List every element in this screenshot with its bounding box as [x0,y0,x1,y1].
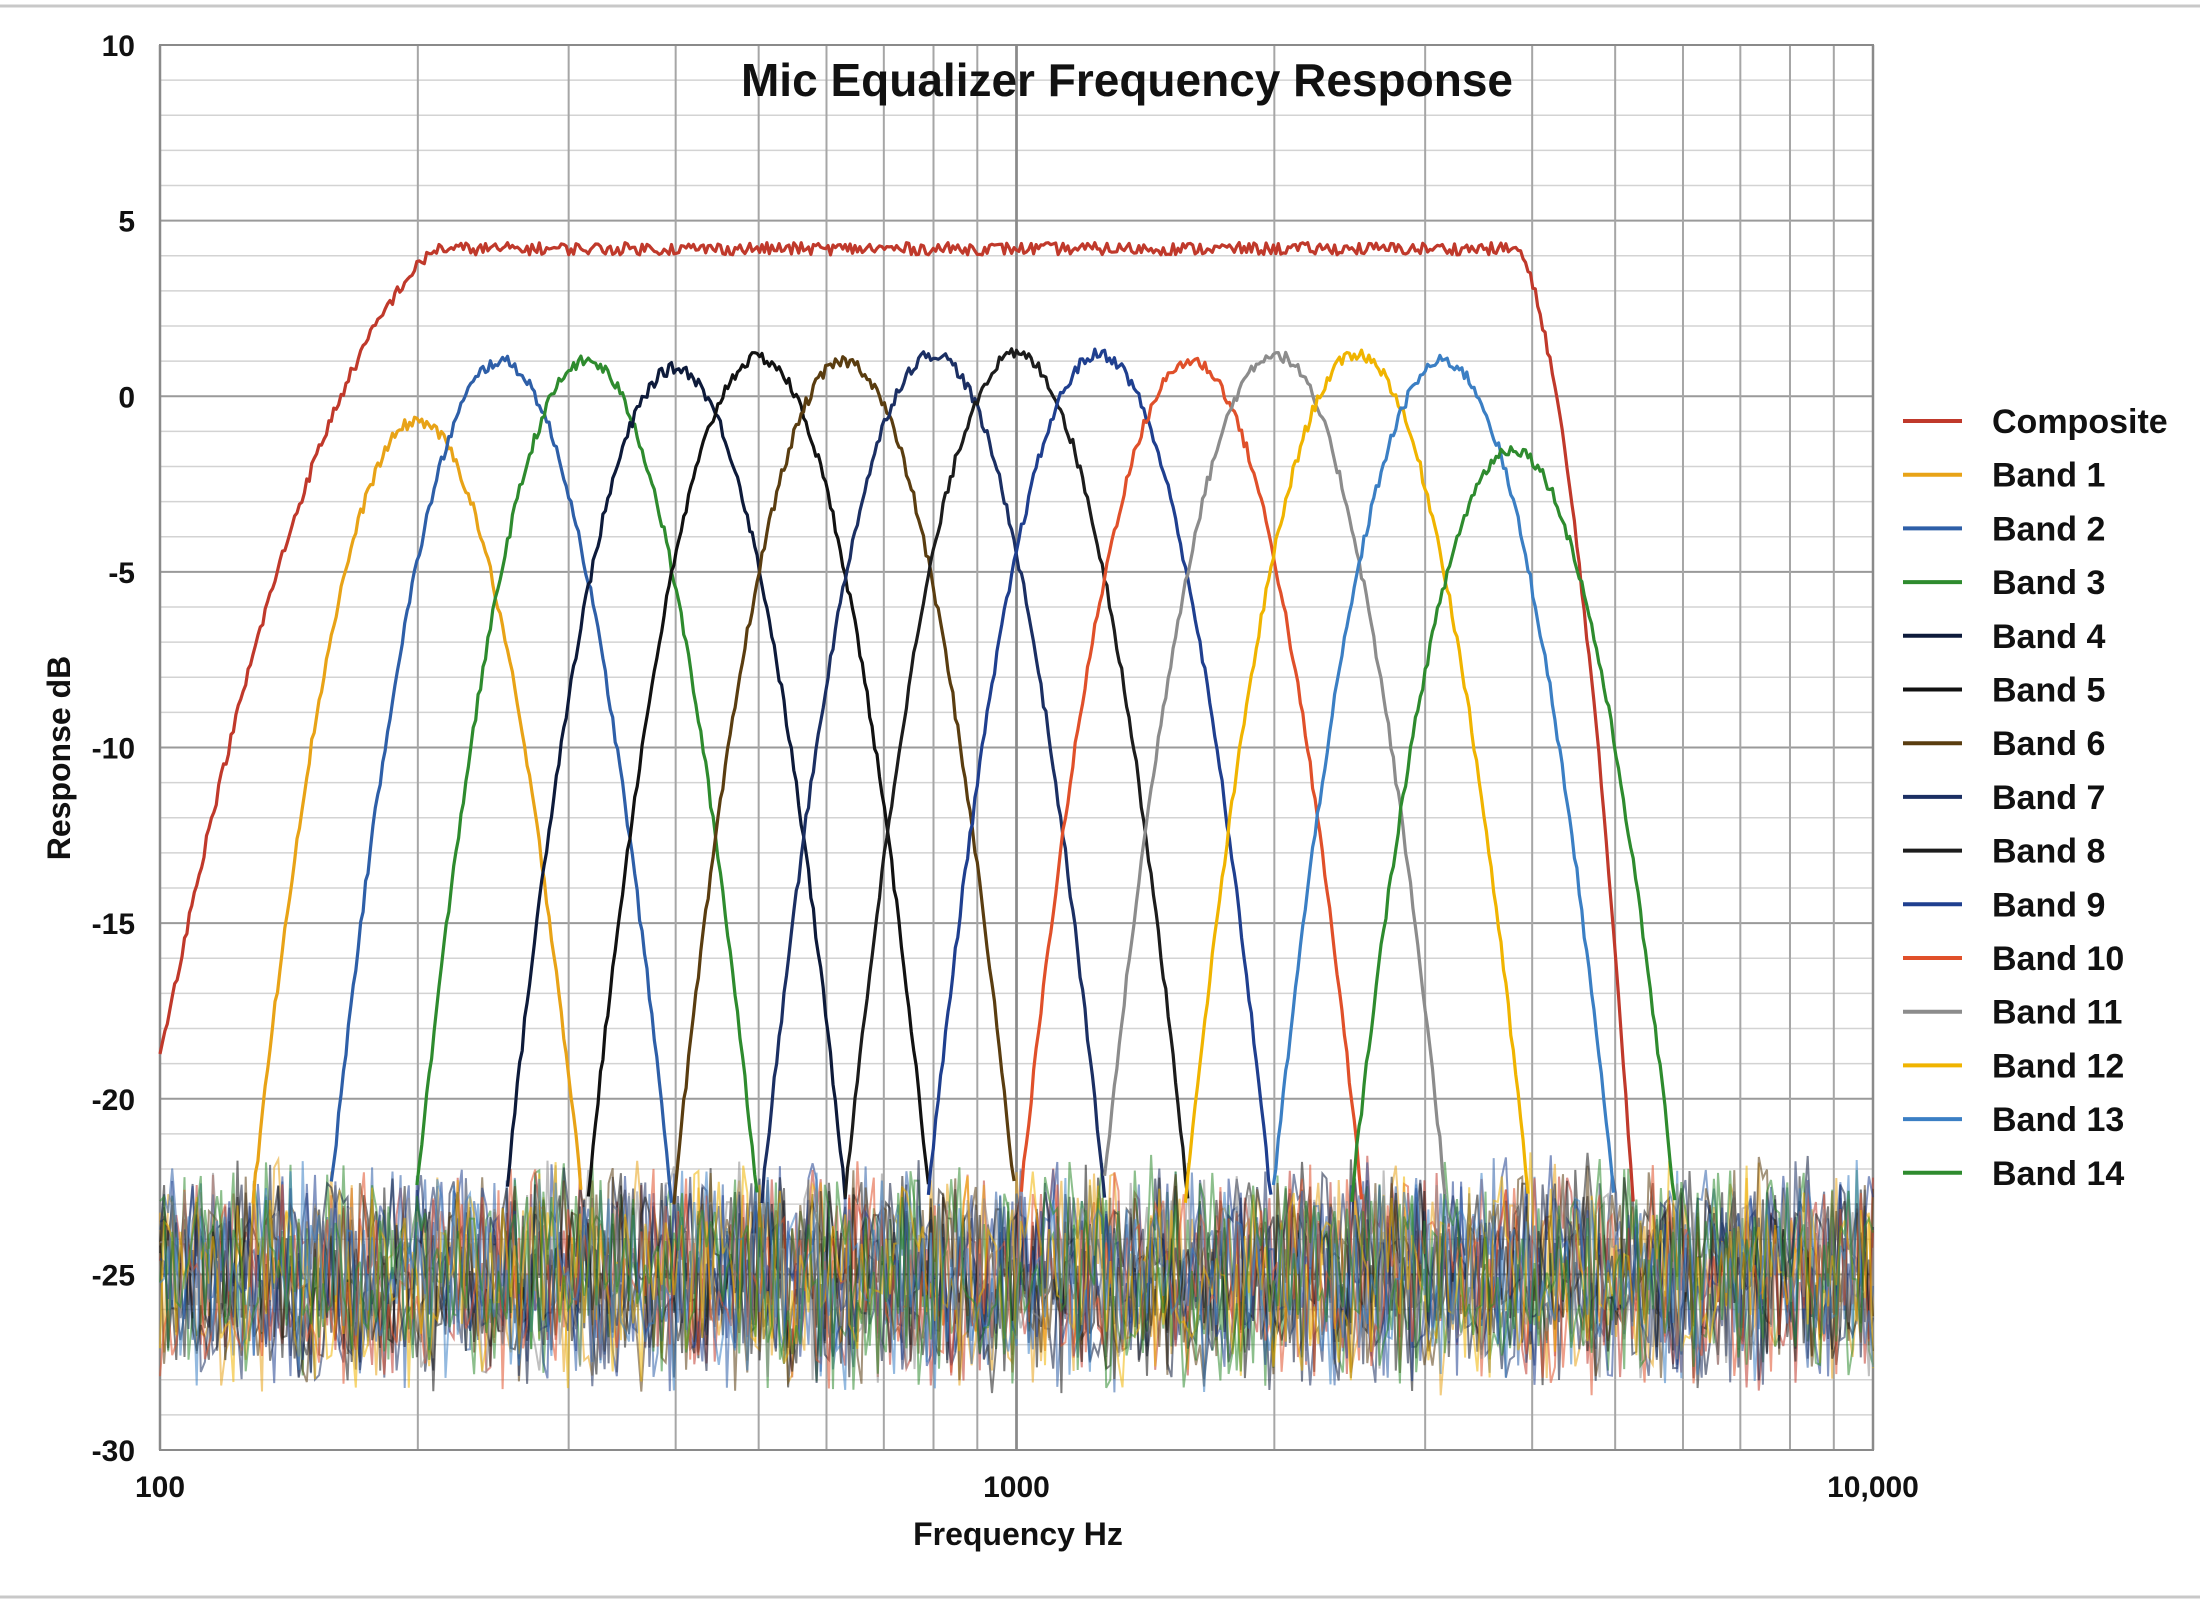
series-line-band-7 [760,350,1107,1204]
series-line-band-2 [329,354,674,1203]
series-line-band-5 [586,351,930,1197]
legend-label: Band 4 [1992,618,2105,656]
series-line-band-4 [505,361,847,1200]
series-line-band-3 [415,354,759,1193]
x-tick-label: 10,000 [1827,1471,1919,1504]
legend: Composite Band 1 Band 2 Band 3 Band 4 Band 5 B… [1903,403,2168,1193]
y-tick-label: 5 [118,206,135,239]
noise-trace [159,1159,1874,1392]
chart-title: Mic Equalizer Frequency Response [741,54,1513,106]
series-line-band-6 [672,355,1016,1205]
legend-label: Band 14 [1992,1155,2124,1193]
x-tick-labels: 100 1000 10,000 [135,1471,1919,1504]
legend-label: Band 11 [1992,994,2122,1032]
series-line-band-1 [251,415,583,1204]
y-tick-label: 0 [118,381,135,414]
y-axis-title: Response dB [41,656,77,860]
legend-label: Band 1 [1992,457,2105,495]
legend-label: Band 7 [1992,779,2105,817]
noise-trace [159,1154,1874,1390]
series-line-band-11 [1103,350,1447,1195]
y-tick-label: -5 [108,557,135,590]
legend-label: Band 9 [1992,886,2105,924]
series-lines [158,241,1677,1205]
legend-label: Composite [1992,403,2168,441]
y-tick-label: -25 [92,1259,135,1292]
series-line-band-14 [1350,445,1677,1202]
x-axis-title: Frequency Hz [913,1516,1123,1552]
plot-area-border [159,44,1874,1451]
series-line-band-8 [843,347,1190,1199]
legend-label: Band 13 [1992,1101,2124,1139]
legend-label: Band 12 [1992,1047,2124,1085]
legend-label: Band 2 [1992,510,2105,548]
series-line-band-13 [1271,353,1616,1193]
series-line-band-10 [1019,356,1364,1200]
y-tick-label: 10 [102,30,135,63]
y-tick-label: -30 [92,1435,135,1468]
legend-label: Band 8 [1992,833,2105,871]
y-tick-label: -10 [92,733,135,766]
series-line-band-9 [926,347,1273,1196]
noise-floor-traces [159,1152,1874,1396]
y-tick-labels: 10 5 0 -5 -10 -15 -20 -25 -30 [92,30,135,1468]
series-line-composite [158,241,1635,1202]
y-tick-label: -15 [92,908,135,941]
legend-label: Band 6 [1992,725,2105,763]
y-tick-label: -20 [92,1084,135,1117]
x-tick-label: 100 [135,1471,185,1504]
series-line-band-12 [1183,348,1530,1203]
legend-label: Band 10 [1992,940,2124,978]
legend-label: Band 5 [1992,672,2105,710]
x-tick-label: 1000 [983,1471,1050,1504]
legend-label: Band 3 [1992,564,2105,602]
